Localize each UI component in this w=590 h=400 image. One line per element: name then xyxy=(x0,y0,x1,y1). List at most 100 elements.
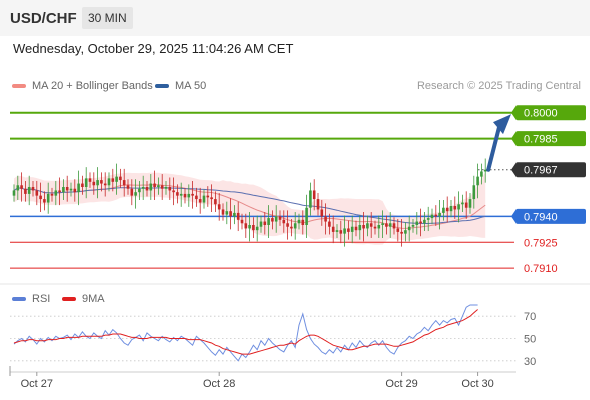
candle-body xyxy=(396,228,400,232)
candle-5 xyxy=(31,180,35,197)
candle-body xyxy=(377,225,381,229)
level-label-pointer-0.7967 xyxy=(511,162,516,178)
candle-91 xyxy=(358,215,362,240)
candle-body xyxy=(434,214,438,217)
candle-14 xyxy=(65,175,69,202)
candle-body xyxy=(278,216,282,220)
candle-body xyxy=(293,223,297,229)
rsi-line xyxy=(13,304,478,362)
candle-110 xyxy=(430,208,434,225)
candle-112 xyxy=(438,199,441,230)
candle-body xyxy=(419,221,422,224)
candle-body xyxy=(309,190,312,208)
candle-106 xyxy=(415,212,419,235)
candle-body xyxy=(335,230,339,232)
candle-102 xyxy=(400,218,403,247)
x-tick-label-Oct 28: Oct 28 xyxy=(203,378,235,390)
level-label-bg-0.7940 xyxy=(516,208,586,224)
candle-55 xyxy=(221,203,225,221)
level-label-bg-0.7985 xyxy=(516,131,586,147)
candle-38 xyxy=(157,177,160,195)
candle-107 xyxy=(419,208,422,237)
candle-body xyxy=(407,226,411,231)
candle-body xyxy=(350,226,354,232)
candle-108 xyxy=(423,212,426,232)
candle-58 xyxy=(233,205,236,225)
candle-body xyxy=(176,192,179,196)
candle-66 xyxy=(263,212,267,235)
candle-body xyxy=(179,193,183,196)
candle-body xyxy=(255,226,259,231)
candle-body xyxy=(461,202,464,205)
candle-85 xyxy=(335,224,339,238)
candle-body xyxy=(358,225,362,231)
candle-92 xyxy=(362,212,365,242)
candle-15 xyxy=(69,182,73,197)
candle-body xyxy=(366,223,369,229)
candle-body xyxy=(305,207,308,225)
candle-body xyxy=(438,212,441,217)
candle-82 xyxy=(324,203,327,235)
level-label-0.7910: 0.7910 xyxy=(524,263,558,275)
candle-body xyxy=(476,176,479,186)
symbol-title: USD/CHF xyxy=(10,10,77,27)
candle-body xyxy=(77,183,80,193)
candle-body xyxy=(445,207,449,212)
candle-28 xyxy=(119,168,122,188)
candle-12 xyxy=(58,177,61,206)
candle-24 xyxy=(103,172,107,197)
candle-48 xyxy=(195,187,198,207)
candle-body xyxy=(369,223,373,227)
candle-body xyxy=(43,199,46,203)
candle-body xyxy=(50,193,54,196)
candle-body xyxy=(35,190,39,196)
candle-body xyxy=(244,223,248,229)
candle-body xyxy=(324,216,327,222)
candle-88 xyxy=(347,220,350,240)
candle-101 xyxy=(396,218,400,242)
candle-109 xyxy=(426,206,430,232)
candle-87 xyxy=(343,215,346,247)
candle-94 xyxy=(369,212,373,238)
candle-body xyxy=(483,169,487,172)
level-label-pointer-0.7940 xyxy=(511,208,516,224)
candle-100 xyxy=(392,217,396,235)
candle-61 xyxy=(244,213,248,238)
candle-116 xyxy=(453,196,457,219)
candle-104 xyxy=(407,215,411,242)
candle-body xyxy=(404,230,407,234)
candle-body xyxy=(468,199,472,208)
candle-22 xyxy=(96,167,99,199)
candle-body xyxy=(267,218,270,225)
candle-body xyxy=(119,176,122,181)
candle-44 xyxy=(179,182,183,207)
candle-body xyxy=(480,171,483,177)
candle-body xyxy=(157,185,160,187)
candle-62 xyxy=(248,212,251,242)
candle-body xyxy=(160,185,164,189)
candle-121 xyxy=(472,175,476,209)
candle-119 xyxy=(464,191,468,219)
candle-body xyxy=(411,225,415,227)
candle-body xyxy=(153,183,156,187)
candle-1 xyxy=(16,175,20,200)
candle-body xyxy=(282,219,286,224)
candle-120 xyxy=(468,193,472,214)
candle-body xyxy=(130,188,134,196)
candle-body xyxy=(286,223,289,227)
timeframe-badge[interactable]: 30 MIN xyxy=(82,7,133,29)
candle-body xyxy=(430,214,434,219)
candle-40 xyxy=(164,180,168,195)
level-label-bg-0.7967 xyxy=(516,162,586,178)
candle-body xyxy=(373,226,377,229)
candle-body xyxy=(217,204,221,210)
candle-23 xyxy=(100,172,103,192)
x-tick-label-Oct 27: Oct 27 xyxy=(21,378,53,390)
candle-body xyxy=(259,221,263,227)
candle-20 xyxy=(88,172,92,188)
candle-body xyxy=(103,183,107,186)
candle-124 xyxy=(483,158,487,183)
legend-label-ma20: MA 20 + Bollinger Bands xyxy=(32,80,153,92)
candle-body xyxy=(385,223,388,227)
candle-body xyxy=(126,185,130,189)
